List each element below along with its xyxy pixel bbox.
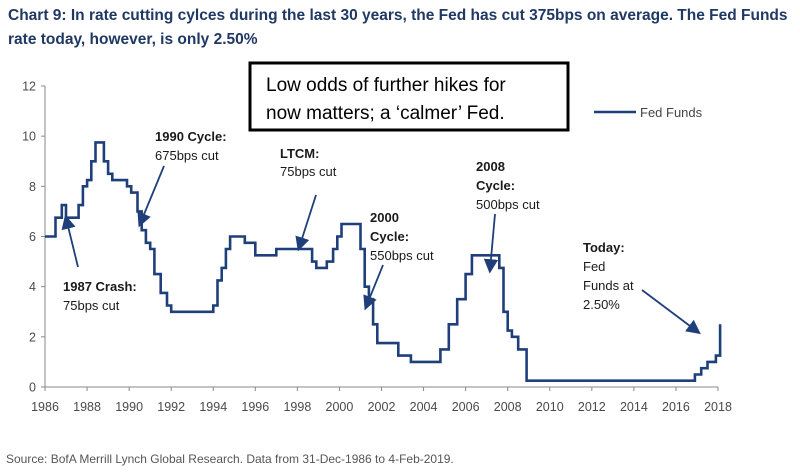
x-tick-label: 1988: [73, 400, 101, 414]
y-tick-label: 10: [22, 130, 36, 144]
x-tick-label: 2004: [410, 400, 438, 414]
x-tick-label: 2012: [578, 400, 606, 414]
y-tick-label: 6: [29, 230, 36, 244]
annotation-2000-title: 2000: [370, 210, 399, 225]
y-tick-label: 2: [29, 330, 36, 344]
x-tick-label: 1992: [157, 400, 185, 414]
annotation-1990-title: 1990 Cycle:: [155, 129, 227, 144]
annotation-2008-text: 500bps cut: [476, 197, 540, 212]
annotation-today-line-3: 2.50%: [583, 297, 620, 312]
arrow-1990: [137, 165, 165, 228]
x-axis-ticks: 1986 1988 1990 1992 1994 1996 1998 2000 2002 2004…: [31, 387, 732, 414]
x-tick-label: 2006: [452, 400, 480, 414]
x-tick-label: 1998: [283, 400, 311, 414]
y-tick-label: 4: [29, 280, 36, 294]
x-tick-label: 1986: [31, 400, 59, 414]
x-tick-label: 1996: [241, 400, 269, 414]
y-axis-ticks: 0 2 4 6 8 10 12: [22, 80, 45, 395]
x-tick-label: 2000: [326, 400, 354, 414]
x-tick-label: 1990: [115, 400, 143, 414]
x-tick-label: 1994: [199, 400, 227, 414]
x-tick-label: 2018: [704, 400, 732, 414]
arrow-today: [641, 289, 701, 335]
x-tick-label: 2016: [662, 400, 690, 414]
arrow-2008: [483, 213, 499, 274]
arrow-ltcm: [295, 194, 317, 252]
callout-line-1: Low odds of further hikes for: [266, 75, 506, 96]
callout-line-2: now matters; a ‘calmer’ Fed.: [266, 103, 505, 124]
annotation-2008-title-2: Cycle:: [476, 178, 515, 193]
y-tick-label: 12: [22, 80, 36, 94]
y-tick-label: 0: [29, 381, 36, 395]
arrow-1987: [61, 214, 79, 268]
annotation-today-line-2: Funds at: [583, 278, 634, 293]
annotation-today-title: Today:: [583, 240, 625, 255]
annotation-2008-title: 2008: [476, 159, 505, 174]
annotation-2000-text: 550bps cut: [370, 248, 434, 263]
x-tick-label: 2014: [620, 400, 648, 414]
series-line-fed-funds: [45, 141, 722, 382]
x-tick-label: 2008: [494, 400, 522, 414]
source-note: Source: BofA Merrill Lynch Global Resear…: [6, 452, 454, 466]
annotation-1990-text: 675bps cut: [155, 148, 219, 163]
x-tick-label: 2002: [368, 400, 396, 414]
annotation-1987-text: 75bps cut: [63, 298, 120, 313]
annotation-ltcm-text: 75bps cut: [280, 164, 337, 179]
y-tick-label: 8: [29, 180, 36, 194]
annotation-2000-title-2: Cycle:: [370, 229, 409, 244]
chart-title: Chart 9: In rate cutting cylces during t…: [8, 7, 788, 48]
x-tick-label: 2010: [536, 400, 564, 414]
legend-label-fed-funds: Fed Funds: [640, 105, 703, 120]
annotation-today-line-1: Fed: [583, 259, 605, 274]
annotation-1987-title: 1987 Crash:: [63, 279, 137, 294]
annotation-ltcm-title: LTCM:: [280, 146, 319, 161]
callout-box: [248, 61, 570, 132]
arrow-2000: [363, 264, 384, 311]
